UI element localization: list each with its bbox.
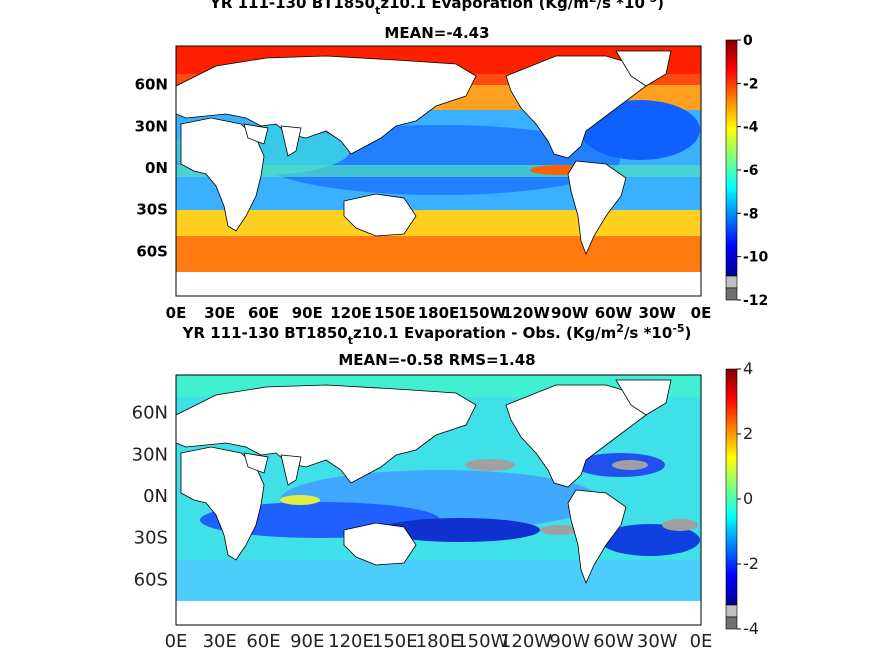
colorbar-tick-label: 0 xyxy=(743,489,753,508)
panel1-yticks: 60N 30N 0N 30S 60S xyxy=(135,76,168,261)
lat-tick-label: 0N xyxy=(145,159,168,177)
lon-tick-label: 30E xyxy=(203,631,237,652)
lon-tick-label: 60W xyxy=(595,304,633,322)
lon-tick-label: 60W xyxy=(593,631,634,652)
lon-tick-label: 30W xyxy=(637,631,678,652)
panel-2: YR 111-130 BT1850tz10.1 Evaporation - Ob… xyxy=(132,322,759,652)
lon-tick-label: 120E xyxy=(330,304,372,322)
lon-tick-label: 60E xyxy=(248,304,279,322)
lon-tick-label: 120W xyxy=(502,304,550,322)
panel2-yticks: 60N 30N 0N 30S 60S xyxy=(132,403,168,591)
lat-tick-label: 30N xyxy=(135,117,168,135)
lon-tick-label: 150W xyxy=(456,631,508,652)
lon-tick-label: 180E xyxy=(416,631,462,652)
panel2-subtitle: MEAN=-0.58 RMS=1.48 xyxy=(338,351,535,369)
lat-tick-label: 0N xyxy=(143,486,168,507)
lon-tick-label: 90W xyxy=(549,631,590,652)
panel1-colorbar: 0 -2 -4 -6 -8 -10 -12 xyxy=(725,33,769,309)
lon-tick-label: 90E xyxy=(290,631,324,652)
panel2-colorbar: 4 2 0 -2 -4 xyxy=(725,359,759,638)
colorbar-tick-label: 0 xyxy=(743,33,753,49)
lon-tick-label: 60E xyxy=(246,631,280,652)
panel1-map xyxy=(176,46,701,296)
lat-tick-label: 30S xyxy=(134,528,168,549)
colorbar-tick-label: -2 xyxy=(743,554,759,573)
colorbar-tick-label: -4 xyxy=(743,619,759,638)
lon-tick-label: 120E xyxy=(328,631,374,652)
panel1-title: YR 111-130 BT1850tz10.1 Evaporation (Kg/… xyxy=(209,0,664,17)
colorbar-tick-label: -6 xyxy=(743,163,759,179)
lon-tick-label: 150W xyxy=(458,304,506,322)
panel1-frame xyxy=(175,45,702,297)
colorbar-tick-label: -10 xyxy=(743,250,769,266)
lat-tick-label: 60S xyxy=(136,242,168,260)
panel2-title: YR 111-130 BT1850tz10.1 Evaporation - Ob… xyxy=(182,322,692,347)
colorbar-tick-label: -12 xyxy=(743,293,768,309)
lon-tick-label: 90W xyxy=(551,304,589,322)
lat-tick-label: 30S xyxy=(136,201,168,219)
lat-tick-label: 60S xyxy=(134,569,168,590)
lon-tick-label: 150E xyxy=(372,631,418,652)
colorbar-tick-label: -8 xyxy=(743,206,759,222)
lat-tick-label: 30N xyxy=(132,444,168,465)
panel2-frame xyxy=(175,374,702,626)
lon-tick-label: 90E xyxy=(292,304,323,322)
lon-tick-label: 150E xyxy=(374,304,416,322)
colorbar-tick-label: 4 xyxy=(743,359,753,378)
lon-tick-label: 0E xyxy=(166,304,187,322)
panel1-subtitle: MEAN=-4.43 xyxy=(384,24,489,42)
panel-1: YR 111-130 BT1850tz10.1 Evaporation (Kg/… xyxy=(135,0,769,322)
lon-tick-label: 0E xyxy=(165,631,188,652)
lon-tick-label: 120W xyxy=(500,631,552,652)
lon-tick-label: 0E xyxy=(691,304,712,322)
lon-tick-label: 180E xyxy=(418,304,460,322)
lon-tick-label: 0E xyxy=(690,631,713,652)
lat-tick-label: 60N xyxy=(135,76,168,94)
colorbar-tick-label: -4 xyxy=(743,120,759,136)
lon-tick-label: 30W xyxy=(639,304,677,322)
lat-tick-label: 60N xyxy=(132,403,168,424)
colorbar-tick-label: -2 xyxy=(743,76,759,92)
panel2-map xyxy=(176,375,701,625)
lon-tick-label: 30E xyxy=(204,304,235,322)
colorbar-tick-label: 2 xyxy=(743,424,753,443)
